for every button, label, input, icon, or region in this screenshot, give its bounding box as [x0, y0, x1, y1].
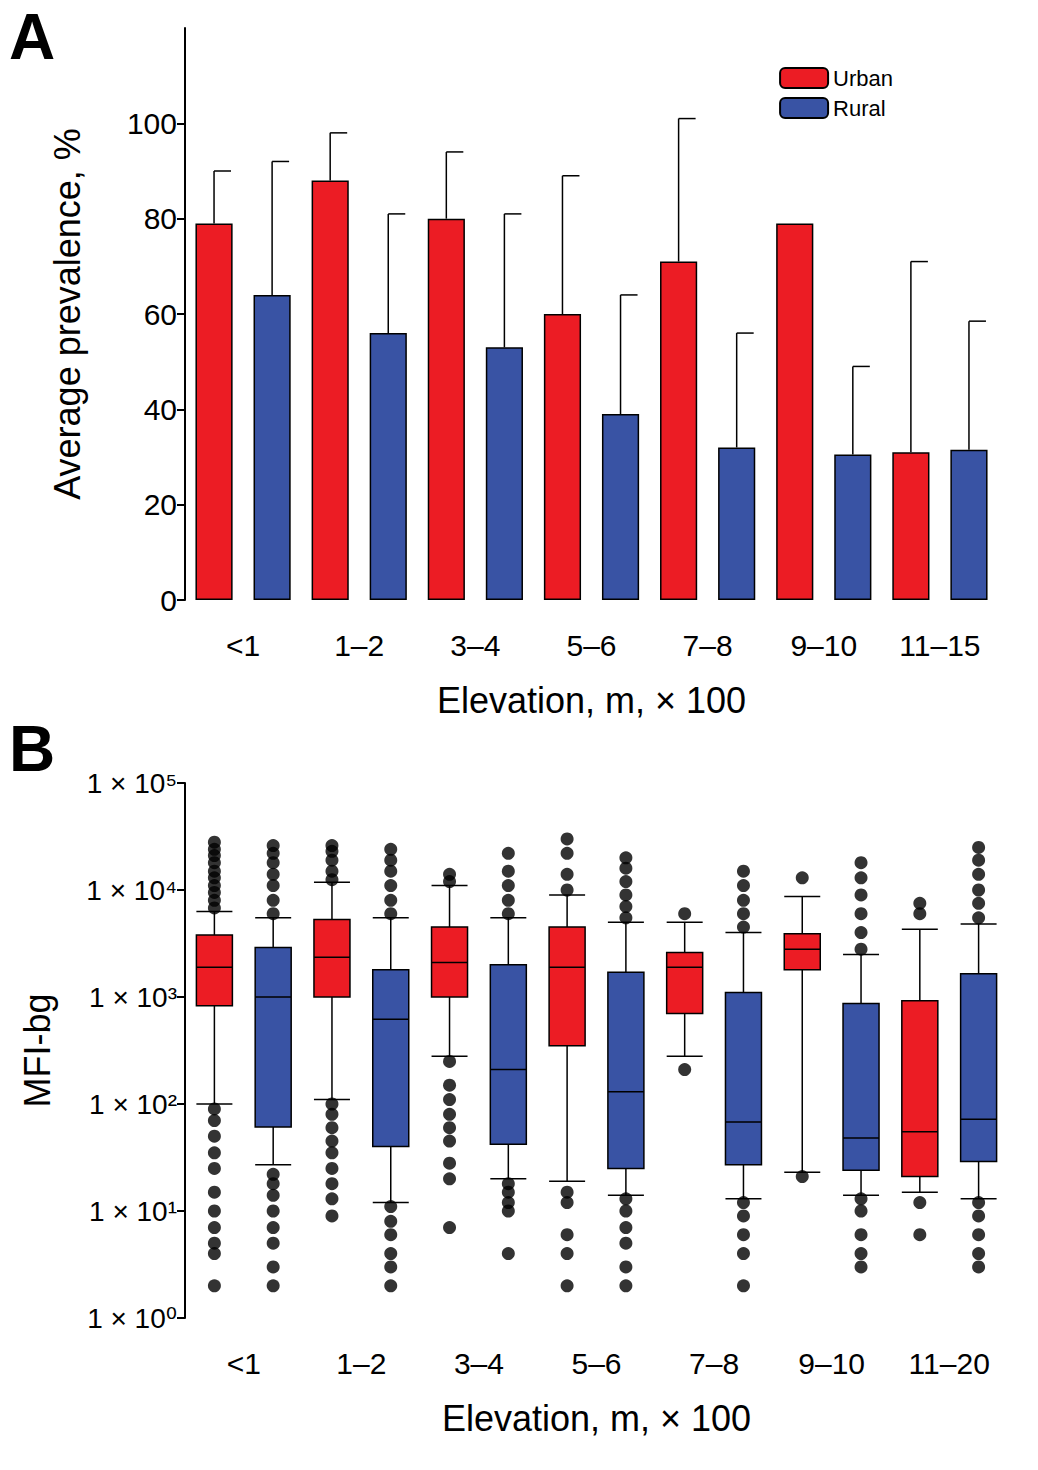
- svg-text:1 × 10⁵: 1 × 10⁵: [87, 768, 177, 799]
- svg-text:Elevation, m, × 100: Elevation, m, × 100: [437, 680, 746, 721]
- svg-text:Average prevalence, %: Average prevalence, %: [47, 128, 88, 500]
- svg-text:B: B: [9, 713, 55, 785]
- svg-text:5–6: 5–6: [571, 1347, 621, 1380]
- svg-text:0: 0: [160, 584, 177, 617]
- svg-text:Elevation, m, × 100: Elevation, m, × 100: [442, 1398, 751, 1439]
- svg-text:MFI-bg: MFI-bg: [17, 993, 58, 1107]
- svg-text:1–2: 1–2: [334, 629, 384, 662]
- svg-text:80: 80: [144, 202, 177, 235]
- svg-text:100: 100: [127, 107, 177, 140]
- svg-text:1 × 10⁰: 1 × 10⁰: [87, 1303, 177, 1334]
- svg-text:11–15: 11–15: [899, 629, 980, 662]
- svg-text:1 × 10¹: 1 × 10¹: [89, 1196, 177, 1227]
- svg-text:3–4: 3–4: [450, 629, 500, 662]
- svg-text:7–8: 7–8: [683, 629, 733, 662]
- svg-text:A: A: [9, 1, 55, 73]
- svg-text:60: 60: [144, 298, 177, 331]
- svg-text:9–10: 9–10: [790, 629, 857, 662]
- svg-text:3–4: 3–4: [454, 1347, 504, 1380]
- svg-text:40: 40: [144, 393, 177, 426]
- svg-text:1–2: 1–2: [336, 1347, 386, 1380]
- svg-text:1 × 10³: 1 × 10³: [89, 982, 177, 1013]
- svg-text:<1: <1: [226, 629, 260, 662]
- svg-text:Urban: Urban: [833, 66, 893, 91]
- svg-text:<1: <1: [227, 1347, 261, 1380]
- svg-text:5–6: 5–6: [566, 629, 616, 662]
- svg-text:7–8: 7–8: [689, 1347, 739, 1380]
- svg-text:20: 20: [144, 488, 177, 521]
- svg-text:1 × 10²: 1 × 10²: [89, 1089, 177, 1120]
- svg-text:Rural: Rural: [833, 96, 886, 121]
- svg-text:11–20: 11–20: [909, 1347, 990, 1380]
- svg-text:1 × 10⁴: 1 × 10⁴: [86, 875, 177, 906]
- svg-text:9–10: 9–10: [798, 1347, 865, 1380]
